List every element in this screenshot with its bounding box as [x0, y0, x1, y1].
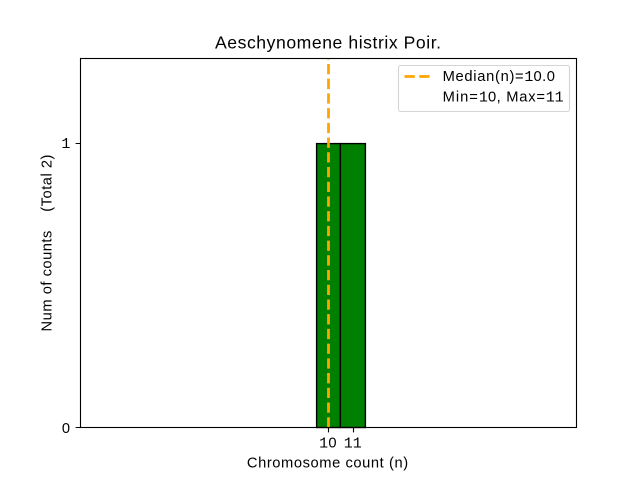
svg-text:1: 1 [61, 136, 70, 153]
svg-text:11: 11 [344, 436, 362, 453]
svg-text:0: 0 [62, 421, 70, 437]
svg-text:Min=10, Max=11: Min=10, Max=11 [443, 90, 564, 107]
svg-text:Median(n)=10.0: Median(n)=10.0 [443, 69, 555, 86]
svg-text:10: 10 [319, 436, 336, 453]
svg-text:Num of counts (Total 2): Num of counts (Total 2) [40, 155, 56, 332]
svg-text:Chromosome count (n): Chromosome count (n) [247, 456, 408, 472]
svg-text:Aeschynomene histrix Poir.: Aeschynomene histrix Poir. [215, 32, 441, 52]
